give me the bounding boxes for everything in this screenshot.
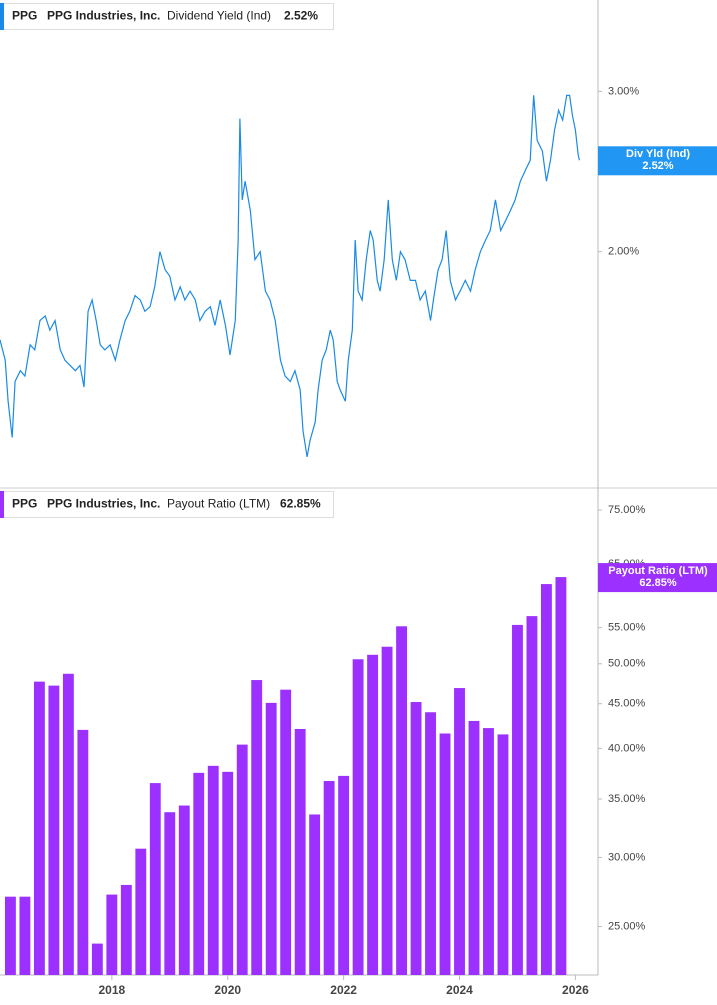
bar [425, 712, 436, 975]
y-tick-label: 30.00% [608, 851, 646, 863]
legend-value: 2.52% [284, 9, 318, 23]
x-tick-label: 2026 [562, 983, 589, 997]
bar [381, 646, 393, 975]
legend-ticker: PPG [12, 9, 37, 23]
bar [512, 624, 523, 975]
value-tag-value: 62.85% [639, 577, 677, 589]
bar [4, 896, 16, 975]
value-tag-value: 2.52% [642, 160, 673, 172]
legend-box [0, 3, 334, 30]
bar [280, 689, 292, 975]
bar [251, 680, 263, 975]
bar [149, 783, 161, 975]
layer: 2.00% 3.00% 25.00% 30.00% 35.00% 40.00% 45.00%… [98, 85, 645, 997]
y-tick-label: 35.00% [608, 793, 646, 805]
bar [135, 848, 147, 975]
yield-line [0, 94, 581, 458]
bar [396, 626, 407, 975]
bar [236, 744, 248, 975]
bar [352, 659, 364, 975]
bar [323, 781, 335, 975]
y-tick-label: 45.00% [608, 698, 646, 710]
bar [410, 702, 422, 975]
bar [207, 765, 219, 975]
legend-swatch [0, 491, 4, 518]
y-tick-label: 2.00% [608, 246, 639, 258]
bar [178, 805, 190, 975]
bar [338, 775, 350, 975]
bar [309, 814, 321, 975]
bar [526, 616, 538, 975]
legend-ticker: PPG [12, 497, 37, 511]
y-tick-label: 75.00% [608, 504, 646, 516]
y-tick-label: 55.00% [608, 622, 646, 634]
x-tick-label: 2020 [214, 983, 241, 997]
legend-company: PPG Industries, Inc. [47, 497, 160, 511]
x-tick-label: 2022 [330, 983, 357, 997]
bar [164, 812, 176, 975]
legend-company: PPG Industries, Inc. [47, 9, 160, 23]
bar [483, 728, 494, 975]
bar [497, 734, 509, 975]
bar [62, 673, 74, 975]
value-tag [598, 146, 717, 176]
bar [294, 728, 306, 975]
bar [367, 654, 379, 975]
bar [48, 685, 60, 975]
bar [468, 720, 480, 975]
bar [265, 702, 277, 975]
legend-series: Payout Ratio (LTM) [167, 497, 270, 511]
y-tick-label: 50.00% [608, 658, 646, 670]
x-tick-label: 2024 [446, 983, 473, 997]
bar [120, 884, 132, 975]
bar [33, 681, 45, 975]
legend-value: 62.85% [280, 497, 321, 511]
y-tick-label: 40.00% [608, 742, 646, 754]
bar [91, 943, 103, 975]
value-tag-label: Div Yld (Ind) [626, 148, 690, 160]
bar [540, 584, 552, 975]
legend-series: Dividend Yield (Ind) [167, 9, 271, 23]
bar [106, 894, 118, 975]
y-tick-label: 25.00% [608, 920, 646, 932]
y-tick-label: 3.00% [608, 85, 639, 97]
value-tag-label: Payout Ratio (LTM) [608, 565, 708, 577]
bar [439, 733, 451, 975]
bar [222, 771, 234, 975]
bar [77, 729, 89, 975]
value-tag [598, 563, 717, 593]
bar [555, 577, 567, 975]
bar [193, 772, 205, 975]
bar [19, 896, 31, 975]
layer: PPG PPG Industries, Inc. Dividend Yield (I… [0, 3, 717, 593]
bar [454, 688, 465, 975]
layer [0, 94, 581, 975]
x-tick-label: 2018 [98, 983, 125, 997]
legend-swatch [0, 3, 4, 30]
